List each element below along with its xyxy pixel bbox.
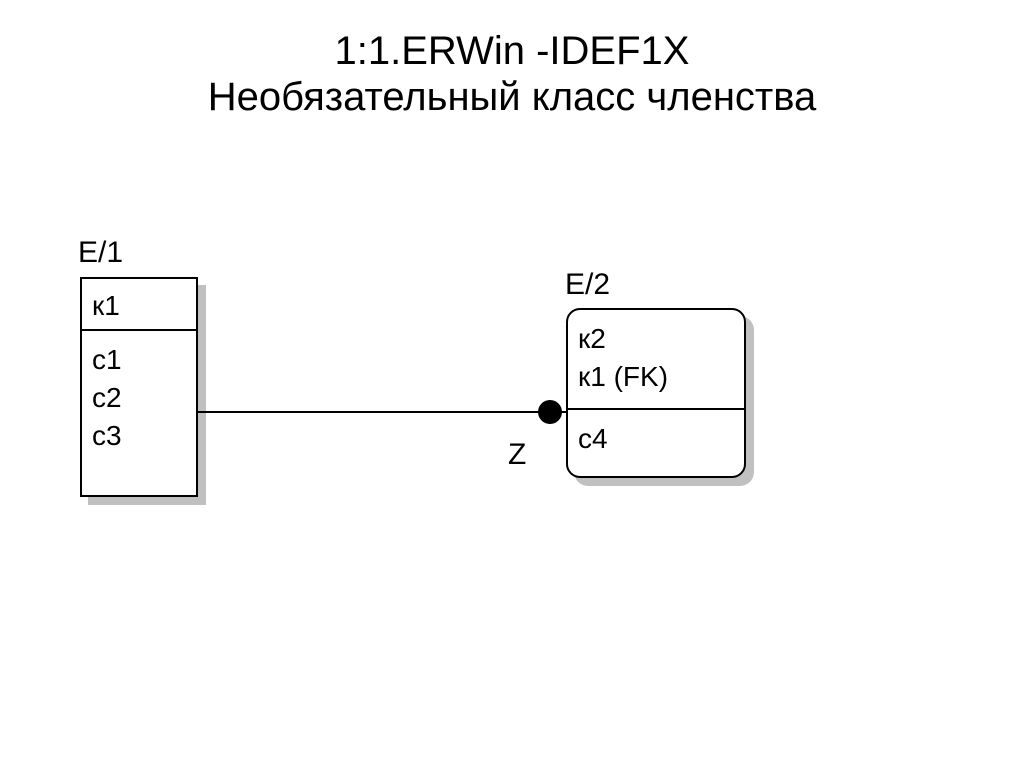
attribute-text: с3 xyxy=(92,417,122,455)
attribute-text: к2 xyxy=(578,320,668,358)
attribute-text: с1 xyxy=(92,341,122,379)
relationship-dot-icon xyxy=(538,400,562,424)
entity1-pk-list: к1 xyxy=(92,287,120,325)
entity1-separator xyxy=(82,329,196,331)
entity1-label: E/1 xyxy=(78,236,123,270)
slide-title: 1:1.ERWin -IDEF1X Необязательный класс ч… xyxy=(0,28,1024,120)
attribute-text: к1 (FK) xyxy=(578,358,668,396)
entity2-pk-list: к2к1 (FK) xyxy=(578,320,668,396)
entity2-attr-list: с4 xyxy=(578,420,608,458)
title-line2: Необязательный класс членства xyxy=(208,75,817,119)
title-line1: 1:1.ERWin -IDEF1X xyxy=(335,29,690,73)
entity2-label: E/2 xyxy=(565,268,610,302)
entity2-separator xyxy=(568,408,744,410)
entity1-box: к1 с1с2с3 xyxy=(80,277,198,497)
attribute-text: к1 xyxy=(92,287,120,325)
entity2-box: к2к1 (FK) с4 xyxy=(566,308,746,478)
relationship-cardinality: Z xyxy=(508,438,526,472)
diagram-canvas: 1:1.ERWin -IDEF1X Необязательный класс ч… xyxy=(0,0,1024,768)
attribute-text: с4 xyxy=(578,420,608,458)
entity1-attr-list: с1с2с3 xyxy=(92,341,122,455)
attribute-text: с2 xyxy=(92,379,122,417)
